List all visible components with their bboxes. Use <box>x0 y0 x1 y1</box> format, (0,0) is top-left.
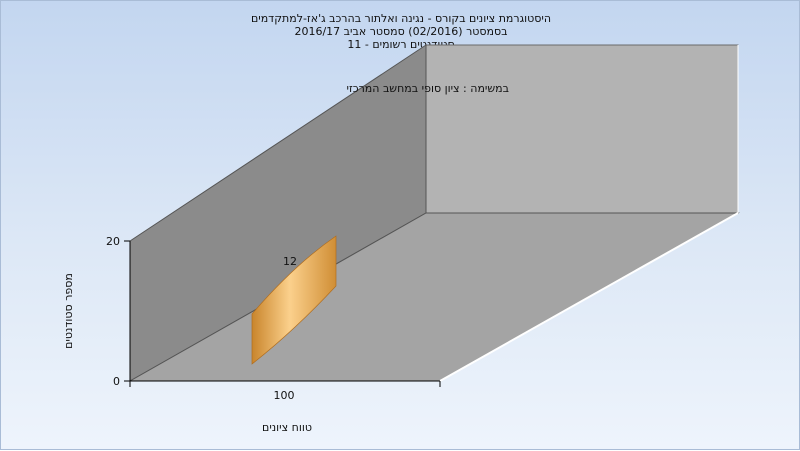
x-axis-label: טווח ציונים <box>262 421 312 434</box>
bar-value-label: 12 <box>283 255 297 268</box>
chart-title-line-1: היסטוגרמת ציונים בקורס - נגינה ואלתור בה… <box>250 12 552 25</box>
bar <box>251 235 337 365</box>
y-axis-label: מספר סטודנטים <box>62 273 75 349</box>
y-tick-label: 20 <box>106 235 120 248</box>
y-tick-label: 0 <box>113 375 120 388</box>
back-wall <box>425 44 739 214</box>
x-tick-label: 100 <box>274 389 295 402</box>
chart-title-line-2: בסמסטר (02/2016) סמסטר אביב 2016/17 <box>294 25 508 38</box>
chart-subtitle: במשימה : ציון סופי במחשב המרכזי <box>347 82 510 95</box>
chart-title-block: היסטוגרמת ציונים בקורס - נגינה ואלתור בה… <box>1 12 800 51</box>
